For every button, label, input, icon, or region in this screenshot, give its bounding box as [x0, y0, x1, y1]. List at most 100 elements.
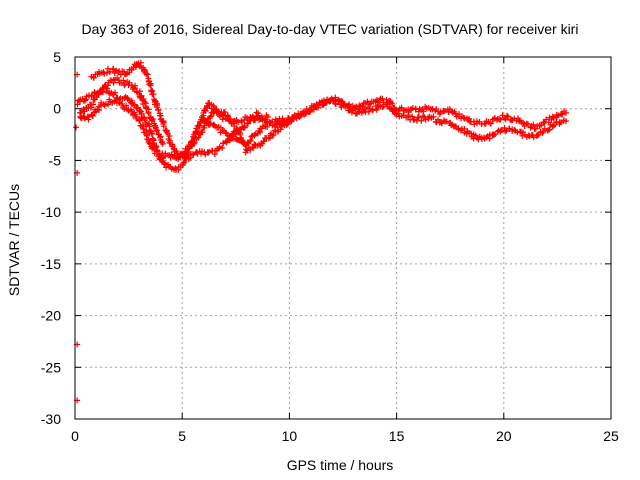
- data-point: [190, 141, 197, 148]
- data-point: [302, 110, 309, 117]
- data-point: [123, 102, 130, 109]
- x-tick-label: 15: [389, 428, 405, 444]
- data-point: [497, 116, 504, 123]
- y-tick-label: -25: [41, 359, 61, 375]
- data-point: [335, 97, 342, 104]
- x-axis-label: GPS time / hours: [287, 457, 394, 473]
- data-point: [369, 107, 376, 114]
- data-point: [305, 108, 312, 115]
- data-point: [144, 71, 151, 78]
- data-point: [197, 119, 204, 126]
- data-point: [248, 133, 255, 140]
- data-point: [355, 109, 362, 116]
- data-point: [110, 79, 117, 86]
- y-tick-label: -5: [49, 152, 62, 168]
- data-point: [136, 117, 143, 124]
- data-point: [136, 88, 143, 95]
- data-point: [511, 126, 518, 133]
- data-point: [223, 138, 230, 145]
- data-point: [202, 117, 209, 124]
- data-point: [154, 148, 161, 155]
- data-point: [133, 113, 140, 120]
- data-point: [200, 112, 207, 119]
- data-point: [307, 107, 314, 114]
- y-tick-label: -30: [41, 411, 61, 427]
- data-point: [562, 118, 569, 125]
- x-tick-label: 10: [282, 428, 298, 444]
- data-point: [540, 119, 547, 126]
- y-tick-label: -10: [41, 204, 61, 220]
- data-point: [460, 114, 467, 121]
- data-point: [206, 148, 213, 155]
- data-point: [250, 145, 257, 152]
- data-point: [153, 147, 160, 154]
- data-point: [395, 110, 402, 117]
- data-point: [149, 130, 156, 137]
- series-track-e: [78, 75, 166, 146]
- data-point: [122, 71, 129, 78]
- data-point: [181, 159, 188, 166]
- data-point: [137, 116, 143, 123]
- data-point: [149, 144, 156, 151]
- data-point: [415, 114, 422, 121]
- data-point: [269, 132, 276, 139]
- data-point: [520, 119, 527, 126]
- data-point: [104, 70, 111, 77]
- data-point: [546, 126, 553, 133]
- data-point: [199, 128, 206, 135]
- data-point: [141, 117, 148, 124]
- data-point: [241, 124, 248, 131]
- data-point: [441, 107, 448, 114]
- data-point: [161, 160, 168, 167]
- series-track-d: [200, 116, 291, 148]
- data-point: [160, 159, 167, 166]
- x-tick-label: 25: [603, 428, 619, 444]
- data-point: [418, 117, 425, 124]
- data-point: [205, 149, 212, 156]
- data-point: [160, 123, 167, 130]
- plot-frame: [74, 56, 612, 420]
- grid-lines: [75, 57, 611, 419]
- data-point: [89, 112, 96, 119]
- data-point: [471, 121, 478, 128]
- data-point: [365, 108, 372, 115]
- data-point: [405, 112, 412, 119]
- data-point: [103, 88, 110, 95]
- y-tick-label: 0: [53, 101, 61, 117]
- data-point: [210, 102, 217, 109]
- y-tick-label: -15: [41, 256, 61, 272]
- data-point: [298, 111, 305, 118]
- data-point: [483, 134, 490, 141]
- data-point: [90, 74, 97, 81]
- data-point: [150, 91, 157, 98]
- data-point: [156, 153, 163, 160]
- data-point: [137, 107, 144, 114]
- data-point: [131, 85, 138, 92]
- data-point: [81, 97, 88, 104]
- data-point: [502, 128, 509, 135]
- data-point: [104, 82, 111, 89]
- data-point: [320, 101, 327, 108]
- series-track-c: [77, 96, 567, 163]
- outlier-points: [73, 71, 81, 404]
- data-point: [150, 145, 157, 152]
- data-point: [364, 104, 371, 111]
- data-point: [539, 129, 546, 136]
- x-tick-label: 0: [71, 428, 79, 444]
- data-point: [524, 121, 531, 128]
- data-point: [146, 123, 153, 130]
- data-point: [145, 109, 152, 116]
- data-point: [219, 145, 226, 152]
- data-point: [265, 135, 272, 142]
- data-point: [112, 89, 119, 96]
- data-point: [530, 121, 537, 128]
- data-point: [503, 112, 510, 119]
- data-point: [245, 120, 252, 127]
- data-point: [138, 111, 145, 118]
- data-point: [187, 154, 194, 161]
- chart-title: Day 363 of 2016, Sidereal Day-to-day VTE…: [82, 21, 579, 37]
- data-point: [286, 119, 293, 126]
- data-point: [120, 77, 127, 84]
- data-point: [555, 112, 562, 119]
